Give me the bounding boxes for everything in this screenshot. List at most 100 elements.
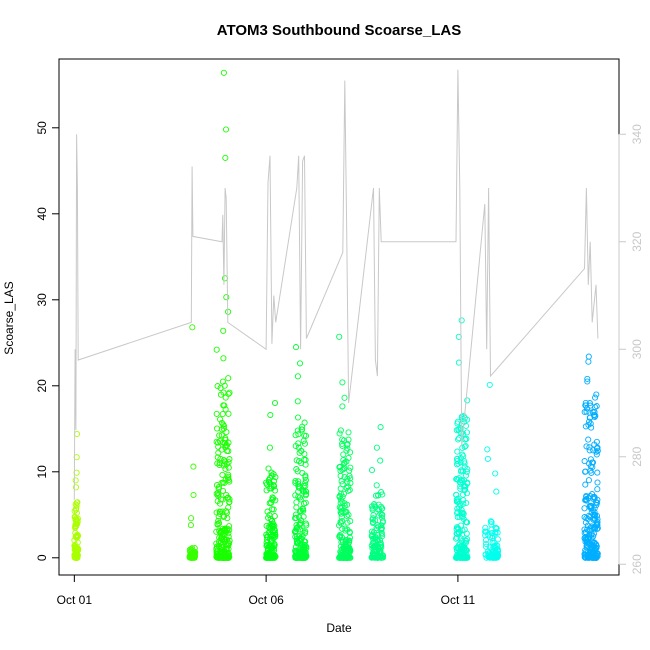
y-tick-label: 50 (35, 121, 49, 135)
data-point (215, 449, 222, 456)
data-point (494, 536, 501, 543)
data-point (583, 497, 590, 504)
data-point (268, 485, 275, 492)
data-point (347, 554, 354, 561)
data-point (369, 540, 376, 547)
data-point (586, 418, 593, 425)
data-point (224, 552, 231, 559)
data-point (593, 448, 600, 455)
data-point (222, 553, 230, 560)
data-point (591, 545, 598, 552)
data-point (222, 444, 229, 451)
data-point (339, 440, 346, 447)
data-point (221, 460, 228, 467)
data-point (347, 464, 354, 471)
data-point (586, 527, 593, 534)
outlier-point (294, 373, 301, 380)
data-point (217, 416, 224, 423)
data-point (297, 496, 304, 503)
data-point (72, 501, 79, 508)
outlier-point (341, 394, 348, 401)
data-point (462, 483, 469, 490)
data-point (297, 550, 304, 557)
y2-tick-label: 320 (630, 231, 644, 251)
data-point (343, 484, 350, 492)
y-tick-label: 0 (35, 554, 49, 561)
data-point (457, 455, 464, 462)
data-point (373, 482, 380, 489)
data-point (341, 437, 348, 444)
data-point (454, 544, 461, 551)
data-point (587, 524, 594, 531)
data-point (338, 546, 345, 553)
data-point (347, 475, 354, 482)
data-point (588, 535, 595, 542)
data-point (268, 472, 275, 479)
data-point (223, 508, 230, 515)
data-point (218, 479, 225, 486)
outlier-point (187, 522, 194, 529)
outlier-point (368, 467, 376, 474)
data-point (213, 410, 220, 417)
data-point (588, 469, 595, 476)
data-point (461, 477, 468, 484)
data-point (487, 518, 494, 525)
y-axis-right: 260 280 300 320 340 (618, 124, 644, 574)
data-point (271, 526, 278, 533)
outlier-point (223, 294, 230, 301)
data-point (217, 539, 224, 546)
data-point (586, 552, 593, 559)
outlier-point (190, 463, 197, 470)
data-point (458, 467, 465, 474)
outlier-point (213, 346, 220, 353)
outlier-point (271, 399, 279, 407)
data-point (303, 522, 310, 529)
data-point (462, 554, 469, 561)
data-point (226, 523, 233, 530)
data-point (303, 488, 310, 495)
data-point (463, 490, 470, 497)
data-point (346, 486, 353, 494)
data-point (379, 519, 386, 526)
data-point (378, 503, 385, 510)
data-point (267, 531, 274, 538)
data-point (345, 436, 352, 443)
data-point (587, 503, 595, 510)
data-point (377, 547, 384, 554)
outlier-point (267, 411, 274, 419)
data-point (342, 527, 349, 534)
line-path (73, 69, 599, 500)
data-point (337, 467, 344, 474)
data-point (586, 447, 593, 454)
data-point (218, 419, 226, 426)
data-point (584, 515, 591, 523)
data-point (581, 534, 588, 541)
data-point (301, 419, 308, 426)
data-point (337, 485, 344, 492)
data-point (270, 471, 277, 478)
data-point (216, 438, 224, 445)
data-point (581, 505, 588, 512)
data-point (370, 518, 377, 526)
data-point (214, 383, 221, 390)
data-point (338, 508, 345, 515)
data-point (378, 554, 385, 561)
data-point (591, 512, 598, 519)
data-point (455, 475, 463, 482)
data-point (582, 549, 589, 556)
data-point (263, 552, 271, 559)
data-point (338, 510, 345, 517)
data-point (369, 554, 376, 561)
data-point (301, 538, 308, 545)
data-point (455, 460, 462, 467)
data-point (263, 479, 270, 486)
data-point (295, 444, 302, 451)
data-point (336, 553, 343, 560)
data-point (224, 515, 231, 522)
outlier-point (584, 378, 591, 385)
data-point (593, 451, 600, 458)
data-point (302, 477, 309, 484)
y-tick-label: 40 (35, 207, 49, 221)
data-point (585, 477, 592, 484)
data-point (217, 384, 224, 392)
